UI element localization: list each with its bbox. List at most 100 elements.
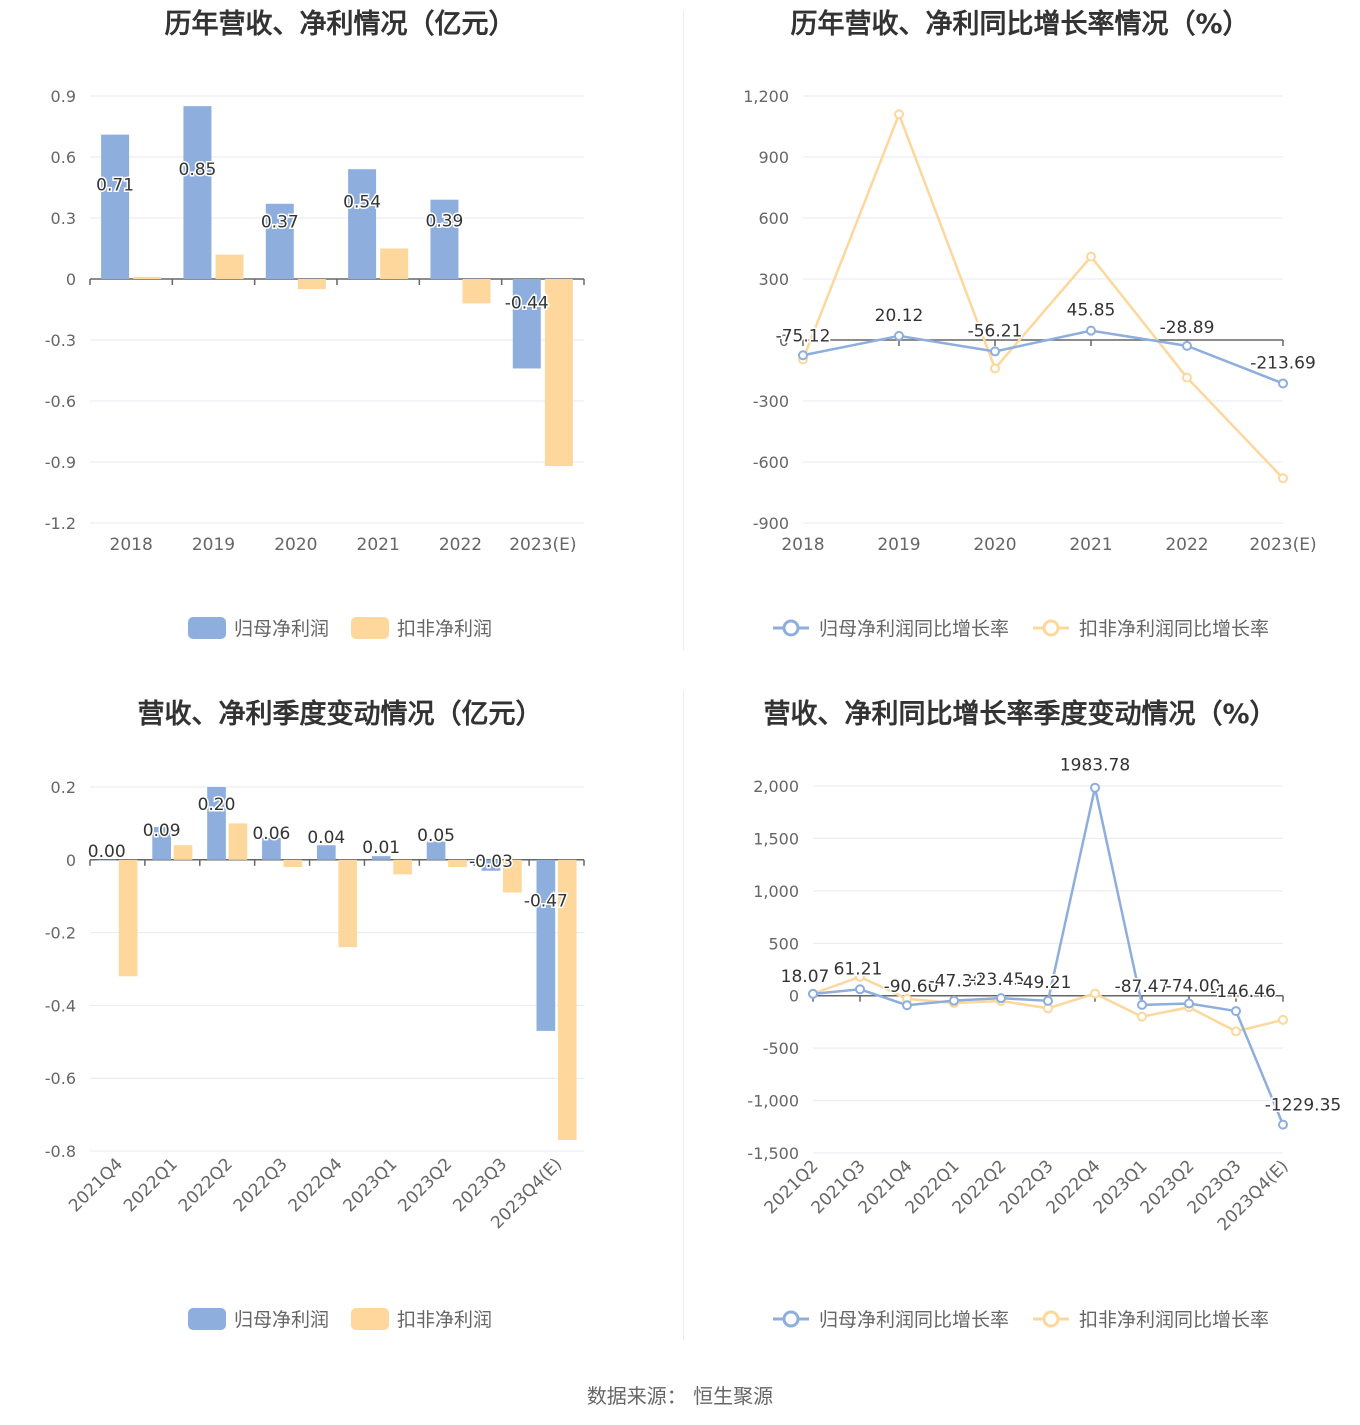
bar-series-1 [97,859,117,861]
y-tick-label: -600 [753,453,789,472]
x-tick-label: 2021Q4 [65,1154,127,1216]
y-tick-label: -900 [753,514,789,533]
x-tick-label: 2019 [192,535,235,555]
chart-title: 历年营收、净利情况（亿元） [164,9,516,40]
y-tick-label: 0.3 [51,209,76,228]
bar-series-1 [207,787,226,860]
y-tick-label: -1.2 [45,514,76,533]
bar-series-2 [283,859,303,868]
legend-item-series-2[interactable]: 扣非净利润同比增长率 [1031,1305,1269,1332]
data-label: 0.37 [261,213,299,233]
legend-line-marker-icon [772,619,809,636]
data-label: -49.21 [1017,973,1072,993]
y-tick-label: -500 [763,1039,799,1058]
data-label: -213.69 [1250,353,1316,373]
bar-series-2 [462,279,491,304]
x-tick-label: 2021 [357,535,400,555]
x-tick-label: 2022Q2 [175,1154,237,1216]
point-series-1 [855,984,865,995]
x-tick-label: 2022 [439,535,482,555]
y-tick-label: 500 [768,934,799,953]
y-tick-label: 0.2 [51,778,76,797]
legend-label-series-1: 归母净利润同比增长率 [818,1309,1009,1331]
point-series-1 [1182,340,1192,351]
legend-item-series-1[interactable]: 归母净利润 [187,1305,329,1332]
line-series-2 [801,110,1284,480]
legend-item-series-2[interactable]: 扣非净利润同比增长率 [1031,614,1269,641]
bar-series-2 [380,248,409,279]
point-series-2 [855,971,865,982]
point-series-1 [1086,325,1096,336]
x-tick-label: 2022Q4 [285,1154,347,1216]
bar-series-2 [393,859,412,875]
legend-swatch-series-2 [351,616,389,639]
quarterly-profit-panel: 营收、净利季度变动情况（亿元） 0.2 0 -0.2 -0.4 -0.6 -0.8 2021… [0,690,680,1380]
data-label: 0.09 [143,821,181,841]
y-tick-label: 1,200 [743,87,789,106]
data-label: -23.45 [970,970,1025,990]
data-label: -74.00 [1166,976,1221,996]
legend-label-series-2: 扣非净利润同比增长率 [1079,618,1270,640]
point-series-2 [990,363,1000,374]
x-tick-label: 2022Q1 [120,1154,182,1216]
legend-swatch-series-2 [351,1307,389,1330]
x-tick-label: 2023Q1 [340,1154,402,1216]
legend-label-series-1: 归母净利润 [233,1309,329,1331]
legend: 归母净利润 扣非净利润 [0,614,680,641]
quarterly-growth-chart: 2,0001,5001,0005000-500-1,000-1,5002021Q… [747,754,1342,1235]
y-tick-label: 1,000 [753,882,799,901]
bar-series-1 [430,199,459,279]
legend-item-series-2[interactable]: 扣非净利润 [351,1305,492,1332]
annual-growth-chart: 1,200 900 600 300 0 -300 -600 -900 2018 2019 2020 2… [743,87,1317,555]
bar-series-2 [118,859,138,977]
point-series-1 [996,993,1006,1004]
y-tick-label: 0 [66,270,76,289]
data-label: -0.44 [505,294,549,314]
x-tick-label: 2020 [973,535,1016,555]
data-label: 20.12 [875,306,924,326]
legend-label-series-2: 扣非净利润 [397,618,493,640]
point-series-2 [894,109,904,120]
data-label: 0.06 [252,824,290,844]
x-tick-label: 2019 [877,535,920,555]
data-label: -75.12 [776,326,831,346]
data-source-note: 数据来源： 恒生聚源 [586,1384,774,1408]
data-label: -0.03 [469,852,513,872]
data-label: 61.21 [834,959,883,979]
data-label: 0.00 [88,842,126,862]
point-series-2 [1137,1011,1147,1022]
y-tick-label: -1,500 [747,1144,799,1163]
y-tick-label: 900 [758,148,789,167]
legend-label-series-2: 扣非净利润 [397,1309,493,1331]
x-tick-label: 2020 [274,535,317,555]
legend-item-series-1[interactable]: 归母净利润同比增长率 [771,614,1009,641]
y-tick-label: 0.6 [51,148,76,167]
legend: 归母净利润 扣非净利润 [0,1305,680,1332]
legend-item-series-2[interactable]: 扣非净利润 [351,614,492,641]
data-label: 0.71 [96,176,134,196]
bar-series-2 [338,859,358,948]
data-label: 18.07 [781,967,830,987]
y-tick-label: -300 [753,392,789,411]
point-series-1 [1278,1119,1288,1130]
legend-item-series-1[interactable]: 归母净利润 [187,614,329,641]
point-series-1 [902,1000,912,1011]
point-series-1 [1137,999,1147,1010]
y-tick-label: 2,000 [753,777,799,796]
x-tick-label: 2023Q2 [394,1154,456,1216]
legend-item-series-1[interactable]: 归母净利润同比增长率 [771,1305,1009,1332]
data-label: 0.54 [343,193,381,213]
quarterly-profit-chart: 0.20-0.2-0.4-0.6-0.82021Q42022Q12022Q220… [45,778,585,1233]
y-tick-label: 0.9 [51,87,76,106]
bar-series-1 [152,827,171,860]
annual-growth-panel: 历年营收、净利同比增长率情况（%） 1,200 900 600 300 0 -300 -60… [680,0,1360,690]
data-label: -28.89 [1160,318,1215,338]
legend-label-series-1: 归母净利润 [233,618,329,640]
data-label: -56.21 [968,321,1023,341]
bar-series-1 [512,279,541,369]
point-series-1 [1043,995,1053,1006]
x-tick-label: 2022 [1165,535,1208,555]
chart-title: 营收、净利季度变动情况（亿元） [137,699,543,730]
y-tick-label: -0.2 [45,924,76,943]
annual-profit-panel: 历年营收、净利情况（亿元） 0.9 0.6 0.3 0 -0.3 -0.6 -0.9 -1.2… [0,0,680,690]
